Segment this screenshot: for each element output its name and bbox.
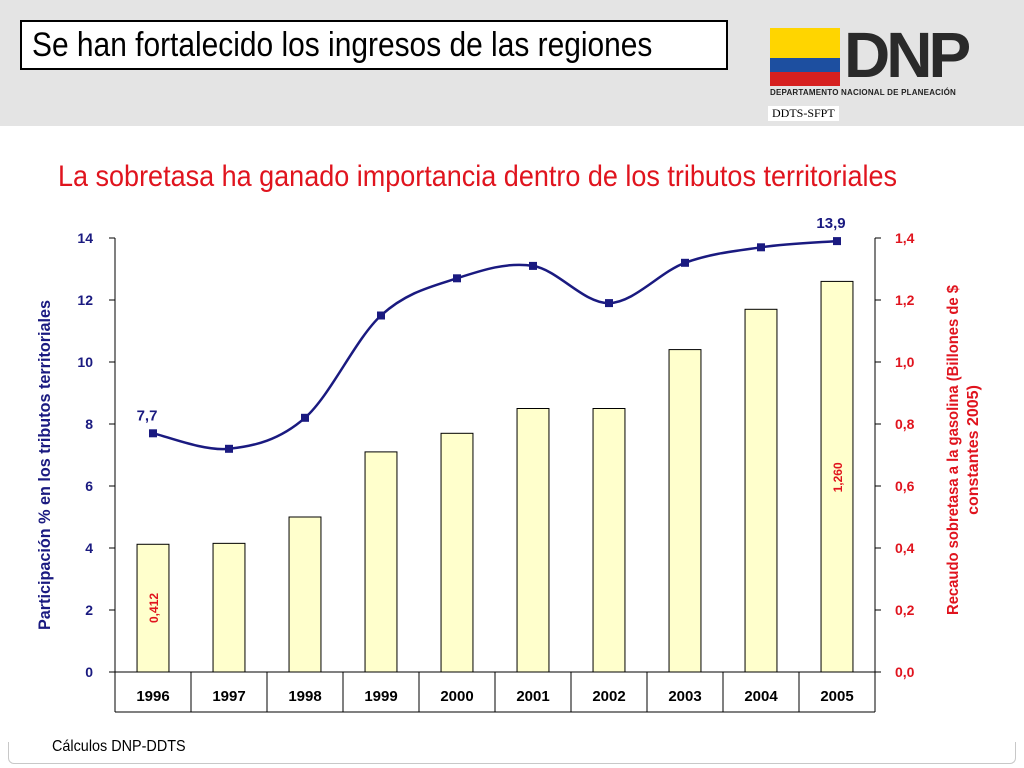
bar: [440, 432, 474, 673]
line-marker: [681, 258, 689, 267]
y-tick-label-left: 12: [77, 292, 93, 308]
bar: [668, 349, 702, 673]
bar: [288, 516, 322, 673]
line-marker: [301, 413, 309, 422]
line-marker: [605, 299, 613, 308]
y-tick-label-left: 0: [85, 664, 93, 680]
logo-code: DDTS-SFPT: [768, 106, 839, 121]
bar: [592, 408, 626, 673]
y-tick-label-left: 2: [85, 602, 93, 618]
bar-data-label: 0,412: [147, 593, 161, 623]
y-tick-label-right: 1,4: [895, 230, 915, 246]
y-tick-label-right: 0,0: [895, 664, 915, 680]
flag-yellow-stripe: [770, 28, 840, 58]
logo-subtitle: DEPARTAMENTO NACIONAL DE PLANEACIÓN: [770, 88, 956, 97]
line-marker: [149, 429, 157, 438]
page-title: Se han fortalecido los ingresos de las r…: [32, 26, 653, 64]
x-tick-label: 2005: [820, 688, 853, 705]
y-tick-label-right: 0,8: [895, 416, 915, 432]
x-tick-label: 2001: [516, 688, 549, 705]
line-data-label: 7,7: [137, 407, 158, 424]
participation-line: [152, 239, 838, 451]
line-marker: [529, 261, 537, 270]
dnp-logo: DNP DEPARTAMENTO NACIONAL DE PLANEACIÓN …: [768, 19, 1014, 126]
footer-frame: [8, 742, 1016, 764]
x-tick-label: 2004: [744, 688, 778, 705]
x-tick-label: 1997: [212, 688, 245, 705]
x-tick-label: 2003: [668, 688, 701, 705]
y-tick-label-right: 1,2: [895, 292, 915, 308]
x-tick-label: 2000: [440, 688, 473, 705]
y-tick-label-left: 10: [77, 354, 93, 370]
y-tick-label-left: 8: [85, 416, 93, 432]
x-tick-label: 1996: [136, 688, 169, 705]
chart-title: La sobretasa ha ganado importancia dentr…: [58, 160, 897, 193]
y-tick-label-left: 14: [77, 230, 93, 246]
y-axis-title-right: Recaudo sobretasa a la gasolina (Billone…: [945, 285, 982, 615]
line-marker: [377, 311, 385, 320]
y-tick-label-right: 0,2: [895, 602, 915, 618]
x-tick-label: 2002: [592, 688, 625, 705]
y-tick-label-left: 4: [85, 540, 93, 556]
line-marker: [225, 444, 233, 453]
line-data-label: 13,9: [816, 215, 845, 232]
x-tick-label: 1999: [364, 688, 397, 705]
y-axis-title-left: Participación % en los tributos territor…: [35, 300, 54, 630]
footer-note: Cálculos DNP-DDTS: [52, 738, 186, 755]
y-tick-label-right: 0,6: [895, 478, 915, 494]
line-marker: [833, 237, 841, 246]
y-tick-label-left: 6: [85, 478, 93, 494]
logo-text: DNP: [844, 19, 971, 91]
bar: [820, 280, 854, 673]
y-tick-label-right: 0,4: [895, 540, 915, 556]
flag-red-stripe: [770, 72, 840, 86]
bar-data-label: 1,260: [831, 462, 845, 492]
line-marker: [757, 243, 765, 252]
bar: [364, 451, 398, 673]
line-marker: [453, 274, 461, 283]
title-box: Se han fortalecido los ingresos de las r…: [20, 20, 728, 70]
flag-blue-stripe: [770, 58, 840, 72]
bar: [744, 308, 778, 673]
bar: [516, 408, 550, 673]
bar: [212, 542, 246, 673]
y-tick-label-right: 1,0: [895, 354, 915, 370]
x-tick-label: 1998: [288, 688, 321, 705]
